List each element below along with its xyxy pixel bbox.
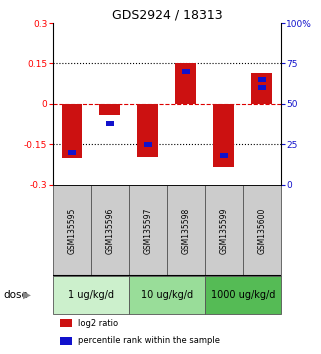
Bar <box>100 104 120 115</box>
Text: 1000 ug/kg/d: 1000 ug/kg/d <box>211 290 275 300</box>
Bar <box>258 85 266 90</box>
Text: GSM135597: GSM135597 <box>143 207 152 254</box>
Bar <box>182 69 190 74</box>
Text: GSM135598: GSM135598 <box>181 207 190 253</box>
Bar <box>205 185 243 276</box>
Bar <box>144 142 152 147</box>
Bar <box>53 185 91 276</box>
Bar <box>167 185 205 276</box>
Text: GSM135600: GSM135600 <box>257 207 266 254</box>
Text: GSM135596: GSM135596 <box>105 207 115 254</box>
Text: GSM135599: GSM135599 <box>219 207 229 254</box>
Text: dose: dose <box>3 290 28 300</box>
Text: log2 ratio: log2 ratio <box>78 319 118 328</box>
Bar <box>243 185 281 276</box>
Text: percentile rank within the sample: percentile rank within the sample <box>78 337 220 346</box>
Bar <box>129 276 205 314</box>
Text: GSM135595: GSM135595 <box>67 207 76 254</box>
Text: 10 ug/kg/d: 10 ug/kg/d <box>141 290 193 300</box>
Bar <box>251 73 272 104</box>
Bar <box>205 276 281 314</box>
Bar <box>220 153 228 158</box>
Bar <box>91 185 129 276</box>
Bar <box>53 276 129 314</box>
Bar <box>213 104 234 167</box>
Bar <box>60 337 72 345</box>
Text: ▶: ▶ <box>23 290 31 300</box>
Bar <box>106 121 114 126</box>
Bar <box>258 77 266 82</box>
Bar <box>129 185 167 276</box>
Bar <box>176 63 196 104</box>
Title: GDS2924 / 18313: GDS2924 / 18313 <box>112 9 222 22</box>
Bar <box>62 104 82 158</box>
Bar <box>137 104 158 156</box>
Bar <box>60 319 72 327</box>
Bar <box>68 150 76 155</box>
Text: 1 ug/kg/d: 1 ug/kg/d <box>68 290 114 300</box>
